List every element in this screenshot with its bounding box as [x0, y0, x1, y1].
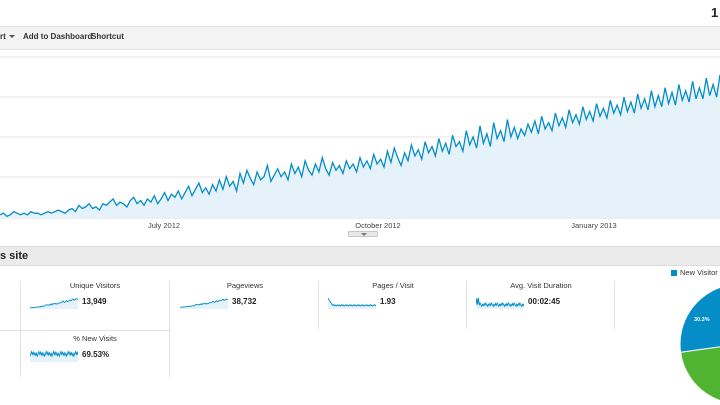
- metric-pageviews[interactable]: Pageviews 38,732: [180, 281, 310, 329]
- sparkline: [30, 350, 78, 362]
- metric-label: Pageviews: [226, 281, 264, 290]
- metric-value: 1.93: [380, 297, 396, 306]
- visits-chart-svg: July 2012 October 2012 January 2013: [0, 56, 720, 230]
- export-menu[interactable]: rt: [0, 32, 15, 41]
- section-header: s site: [0, 246, 720, 266]
- legend-swatch: [671, 270, 677, 277]
- resize-arrow-icon: [361, 233, 367, 236]
- metric-label: Pages / Visit: [372, 281, 414, 290]
- metric-divider: [169, 281, 170, 377]
- pie-legend-new-visitor[interactable]: New Visitor: [671, 268, 718, 277]
- chart-resize-handle[interactable]: [348, 231, 378, 237]
- metric-row-divider: [0, 330, 170, 331]
- report-toolbar: rt Add to Dashboard Shortcut: [0, 26, 720, 50]
- metric-divider: [318, 281, 319, 329]
- add-to-dashboard-button[interactable]: Add to Dashboard: [23, 32, 93, 41]
- metric-label: Unique Visitors: [69, 281, 121, 290]
- pie-slice-returning[interactable]: [680, 344, 720, 404]
- top-badge: 1: [711, 5, 719, 20]
- section-title: s site: [0, 250, 29, 262]
- x-tick-label: January 2013: [571, 221, 616, 230]
- metric-value: 00:02:45: [528, 297, 561, 306]
- pie-slice-label: 30.3%: [694, 317, 710, 323]
- metric-label: Avg. Visit Duration: [510, 281, 572, 290]
- metric-value: 38,732: [232, 297, 257, 306]
- export-label: rt: [0, 32, 6, 41]
- chevron-down-icon: [8, 35, 15, 39]
- metric-divider: [466, 281, 467, 329]
- visitor-pie-chart: 30.3%: [679, 282, 720, 405]
- sparkline-line: [476, 298, 524, 308]
- metric-unique-visitors[interactable]: Unique Visitors 13,949: [30, 281, 160, 329]
- sparkline-line: [30, 350, 78, 358]
- sparkline: [328, 297, 376, 309]
- pie-slice-new[interactable]: [679, 284, 720, 397]
- legend-label: New Visitor: [680, 268, 718, 277]
- sparkline-line: [328, 297, 376, 307]
- sparkline-line: [180, 298, 228, 308]
- metric-avg-visit-duration[interactable]: Avg. Visit Duration 00:02:45: [476, 281, 606, 329]
- pie-svg: [679, 284, 720, 404]
- sparkline: [476, 298, 524, 309]
- x-tick-label: July 2012: [148, 221, 180, 230]
- top-bar: 1: [0, 0, 720, 26]
- x-tick-label: October 2012: [355, 221, 400, 230]
- metric-divider: [614, 281, 615, 329]
- metric-value: 13,949: [82, 297, 107, 306]
- series-line: [0, 74, 720, 218]
- series-area: [0, 74, 720, 219]
- metric-pages-per-visit[interactable]: Pages / Visit 1.93: [328, 281, 458, 329]
- x-axis-ticks: July 2012 October 2012 January 2013: [148, 221, 617, 230]
- sparkline: [30, 298, 78, 309]
- metric-new-visits[interactable]: % New Visits 69.53%: [30, 334, 160, 382]
- sparkline: [180, 298, 228, 309]
- metric-label: % New Visits: [73, 334, 117, 343]
- metric-divider: [20, 281, 21, 377]
- shortcut-button[interactable]: Shortcut: [91, 32, 124, 41]
- metric-value: 69.53%: [82, 350, 110, 359]
- sparkline-line: [30, 298, 78, 309]
- visits-chart: July 2012 October 2012 January 2013: [0, 51, 720, 233]
- sparkline-area: [328, 298, 376, 309]
